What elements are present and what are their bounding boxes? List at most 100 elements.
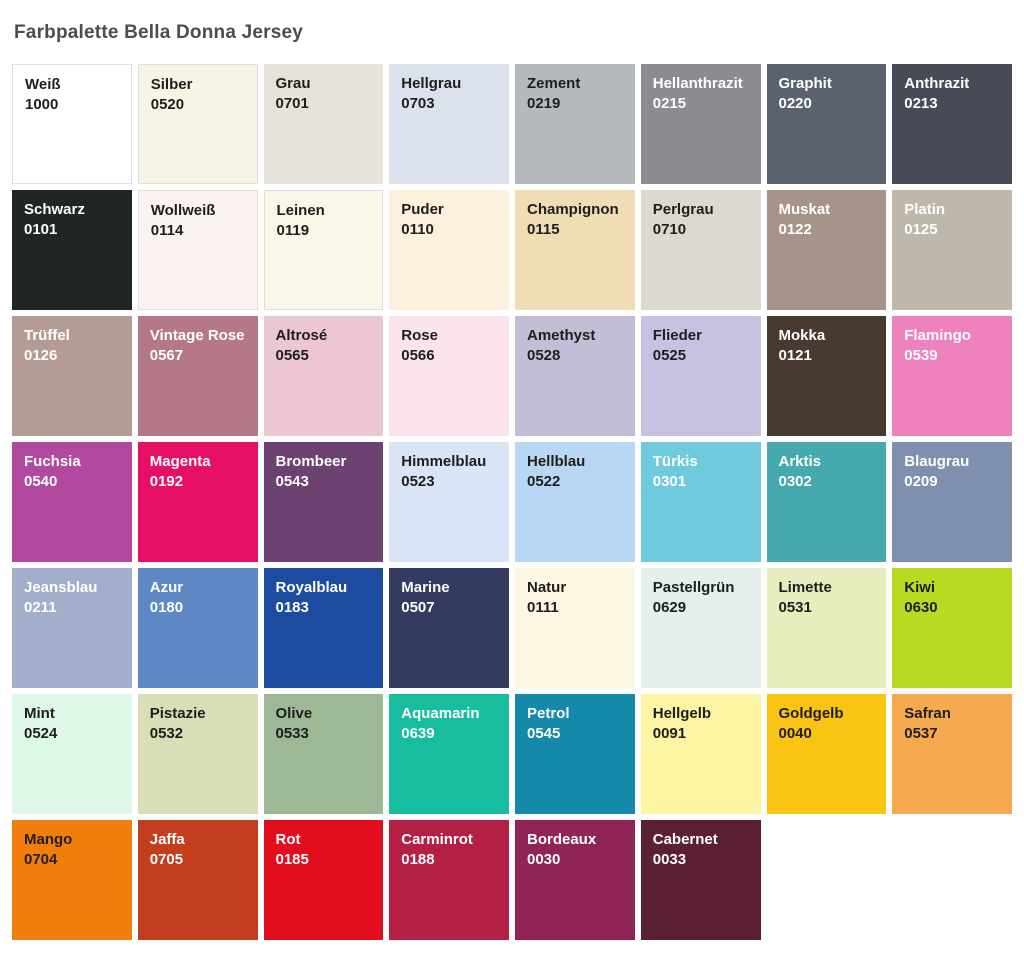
swatch-code: 0183	[275, 599, 309, 616]
swatch-name: Brombeer	[275, 453, 347, 470]
swatch-code: 0040	[778, 725, 812, 742]
swatch-name: Mokka	[778, 327, 826, 344]
swatch-code: 0710	[652, 221, 687, 238]
color-swatch-0565: Altrosé 0565	[263, 316, 384, 436]
color-swatch-0531: Limette 0531	[766, 568, 887, 688]
color-swatch-0302: Arktis 0302	[766, 442, 887, 562]
swatch-name: Magenta	[149, 453, 211, 470]
swatch-code: 0701	[275, 95, 309, 112]
color-swatch-0540: Fuchsia 0540	[12, 442, 132, 562]
color-swatch-0219: Zement 0219	[515, 64, 635, 184]
color-swatch-0566: Rose 0566	[389, 316, 509, 436]
swatch-code: 0121	[778, 347, 812, 364]
swatch-code: 0543	[275, 473, 309, 490]
swatch-code: 0639	[401, 725, 435, 742]
swatch-name: Jeansblau	[24, 579, 98, 596]
swatch-name: Marine	[401, 579, 450, 596]
swatch-name: Limette	[778, 579, 832, 596]
swatch-name: Royalblau	[275, 579, 348, 596]
color-swatch-0301: Türkis 0301	[640, 442, 761, 562]
swatch-code: 0524	[24, 725, 58, 742]
swatch-name: Silber	[150, 76, 193, 93]
swatch-code: 0520	[150, 96, 185, 113]
color-swatch-0091: Hellgelb 0091	[640, 694, 761, 814]
color-swatch-0567: Vintage Rose 0567	[137, 316, 258, 436]
swatch-code: 0122	[778, 221, 812, 238]
color-swatch-0520: Silber 0520	[137, 64, 258, 184]
swatch-name: Petrol	[527, 705, 570, 722]
color-swatch-0125: Platin 0125	[892, 190, 1012, 310]
swatch-code: 0126	[24, 347, 58, 364]
swatch-code: 0531	[778, 599, 812, 616]
color-swatch-0639: Aquamarin 0639	[389, 694, 509, 814]
color-swatch-0188: Carminrot 0188	[389, 820, 509, 940]
color-swatch-0630: Kiwi 0630	[892, 568, 1012, 688]
color-swatch-0543: Brombeer 0543	[263, 442, 384, 562]
swatch-name: Wollweiß	[150, 202, 216, 219]
swatch-code: 0507	[401, 599, 435, 616]
swatch-code: 0219	[527, 95, 561, 112]
color-swatch-0525: Flieder 0525	[640, 316, 761, 436]
swatch-code: 0540	[24, 473, 58, 490]
swatch-code: 0033	[652, 851, 687, 868]
swatch-code: 0115	[527, 221, 560, 238]
swatch-name: Weiß	[25, 76, 61, 93]
color-swatch-0211: Jeansblau 0211	[12, 568, 132, 688]
swatch-name: Champignon	[527, 201, 619, 218]
color-swatch-0115: Champignon 0115	[515, 190, 635, 310]
page-title: Farbpalette Bella Donna Jersey	[14, 22, 303, 43]
color-swatch-0710: Perlgrau 0710	[640, 190, 761, 310]
swatch-code: 0185	[275, 851, 309, 868]
color-grid: Weiß 1000 Silber 0520 Grau 0701 Hellgrau 0703 Ze…	[12, 64, 1012, 940]
swatch-name: Bordeaux	[527, 831, 597, 848]
swatch-name: Fuchsia	[24, 453, 81, 470]
swatch-name: Safran	[904, 705, 951, 722]
swatch-code: 0705	[149, 851, 184, 868]
swatch-code: 0192	[149, 473, 184, 490]
swatch-name: Hellanthrazit	[652, 75, 743, 92]
swatch-name: Vintage Rose	[149, 327, 245, 344]
color-swatch-0114: Wollweiß 0114	[137, 190, 258, 310]
color-swatch-0192: Magenta 0192	[137, 442, 258, 562]
color-swatch-0111: Natur 0111	[515, 568, 635, 688]
swatch-name: Puder	[401, 201, 444, 218]
swatch-name: Graphit	[778, 75, 832, 92]
swatch-name: Hellgrau	[401, 75, 462, 92]
color-swatch-0183: Royalblau 0183	[263, 568, 384, 688]
swatch-code: 0567	[149, 347, 184, 364]
swatch-code: 0302	[778, 473, 812, 490]
swatch-name: Hellgelb	[652, 705, 712, 722]
swatch-code: 0220	[778, 95, 812, 112]
swatch-name: Pastellgrün	[652, 579, 735, 596]
swatch-name: Pistazie	[149, 705, 206, 722]
color-swatch-0101: Schwarz 0101	[12, 190, 132, 310]
swatch-name: Jaffa	[149, 831, 185, 848]
color-swatch-0507: Marine 0507	[389, 568, 509, 688]
swatch-code: 0703	[401, 95, 435, 112]
swatch-code: 0114	[150, 222, 184, 239]
swatch-name: Himmelblau	[401, 453, 487, 470]
swatch-name: Kiwi	[904, 579, 936, 596]
swatch-code: 0704	[24, 851, 58, 868]
swatch-name: Zement	[527, 75, 581, 92]
color-swatch-0033: Cabernet 0033	[640, 820, 761, 940]
swatch-name: Türkis	[652, 453, 698, 470]
color-swatch-0701: Grau 0701	[263, 64, 384, 184]
swatch-code: 0523	[401, 473, 435, 490]
swatch-code: 0209	[904, 473, 938, 490]
color-swatch-0545: Petrol 0545	[515, 694, 635, 814]
swatch-code: 0565	[275, 347, 309, 364]
swatch-code: 0545	[527, 725, 561, 742]
swatch-code: 0213	[904, 95, 938, 112]
swatch-code: 0629	[652, 599, 687, 616]
color-swatch-0119: Leinen 0119	[263, 190, 384, 310]
swatch-name: Flieder	[652, 327, 702, 344]
swatch-code: 0537	[904, 725, 938, 742]
swatch-code: 0539	[904, 347, 938, 364]
swatch-code: 0119	[276, 222, 310, 239]
color-swatch-0030: Bordeaux 0030	[515, 820, 635, 940]
swatch-name: Flamingo	[904, 327, 971, 344]
swatch-name: Leinen	[276, 202, 325, 219]
swatch-code: 0522	[527, 473, 561, 490]
